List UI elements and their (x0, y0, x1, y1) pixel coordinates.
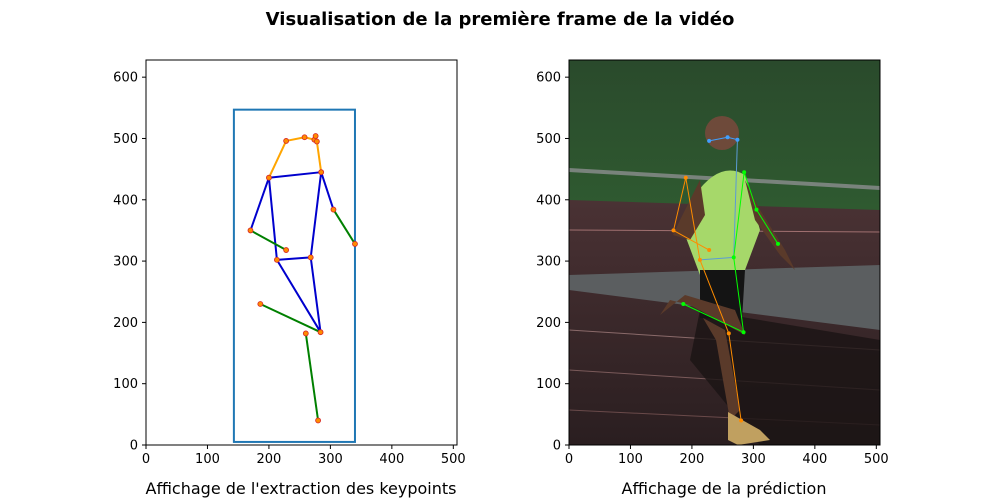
left-y-tick-label: 300 (113, 255, 138, 270)
right-keypoint (741, 330, 746, 335)
right-keypoint (671, 228, 676, 233)
right-x-tick-label: 0 (565, 452, 573, 467)
right-keypoint (725, 135, 730, 140)
right-panel: 0 100 200 300 400 500 0 100 200 300 400 500 600 Affi… (536, 59, 889, 498)
right-keypoint (754, 207, 759, 212)
left-y-tick-label: 0 (130, 439, 138, 454)
right-keypoint (697, 257, 702, 262)
right-y-tick-label: 400 (536, 193, 561, 208)
left-y-tick-label: 600 (113, 71, 138, 86)
left-keypoint (330, 206, 337, 213)
left-keypoint (313, 138, 320, 145)
left-skeleton-line (320, 171, 335, 210)
left-skeleton-line (250, 229, 287, 251)
right-y-tick-label: 200 (536, 316, 561, 331)
left-keypoint (307, 254, 314, 261)
left-x-tick-label: 100 (195, 452, 220, 467)
left-keypoint (283, 138, 290, 144)
left-y-tick-label: 100 (113, 377, 138, 392)
right-x-tick-label: 500 (864, 452, 889, 467)
figure-title: Visualisation de la première frame de la… (266, 9, 735, 30)
left-x-tick-label: 300 (318, 452, 343, 467)
left-keypoint (266, 174, 272, 181)
left-keypoint (302, 330, 309, 337)
left-keypoint (283, 247, 290, 253)
left-skeleton-line (304, 333, 320, 421)
left-y-tick-label: 200 (113, 316, 138, 331)
left-keypoint (312, 133, 319, 139)
right-keypoint (731, 255, 736, 260)
left-x-tick-label: 200 (257, 452, 282, 467)
left-x-tick-label: 0 (142, 452, 150, 467)
photo-background (569, 60, 880, 445)
right-keypoint (742, 170, 747, 175)
right-y-tick-label: 500 (536, 132, 561, 147)
left-x-axis-label: Affichage de l'extraction des keypoints (146, 479, 457, 498)
left-keypoint (315, 417, 321, 424)
left-keypoint (247, 227, 254, 234)
right-plot-frame (568, 59, 881, 446)
right-y-tick-label: 0 (553, 439, 561, 454)
left-keypoint (274, 256, 280, 263)
right-x-tick-label: 300 (741, 452, 766, 467)
left-skeleton-line (259, 303, 321, 334)
right-keypoint (683, 175, 688, 180)
right-y-tick-label: 600 (536, 71, 561, 86)
left-panel: 0 100 200 300 400 500 0 100 200 300 400 500 600 Affi… (113, 59, 466, 498)
right-keypoint (681, 301, 686, 306)
left-keypoint (301, 134, 308, 141)
right-keypoint (707, 138, 712, 143)
right-y-tick-label: 300 (536, 255, 561, 270)
right-keypoint (739, 418, 744, 423)
right-y-tick-label: 100 (536, 377, 561, 392)
left-keypoint (317, 329, 324, 336)
left-skeleton-line (332, 209, 356, 245)
left-keypoint (257, 301, 264, 307)
left-x-tick-label: 500 (441, 452, 466, 467)
right-x-tick-label: 400 (802, 452, 827, 467)
right-skeleton-line (685, 177, 701, 260)
left-x-tick-label: 400 (379, 452, 404, 467)
right-keypoint (707, 248, 712, 253)
left-y-tick-label: 400 (113, 193, 138, 208)
right-keypoint (735, 137, 740, 142)
right-keypoint (726, 331, 731, 336)
right-x-tick-label: 100 (618, 452, 643, 467)
right-x-tick-label: 200 (680, 452, 705, 467)
left-skeleton-line (249, 177, 270, 231)
right-x-axis-label: Affichage de la prédiction (622, 479, 827, 498)
left-keypoint (352, 241, 358, 247)
left-plot-area (146, 60, 457, 445)
right-skeleton-line (699, 256, 734, 261)
right-skeleton-line (733, 172, 745, 258)
left-bounding-box (232, 108, 356, 443)
right-skeleton-line (733, 139, 738, 258)
right-keypoint (775, 241, 780, 246)
left-keypoint (318, 169, 325, 176)
left-plot-frame (145, 59, 458, 446)
left-y-tick-label: 500 (113, 132, 138, 147)
